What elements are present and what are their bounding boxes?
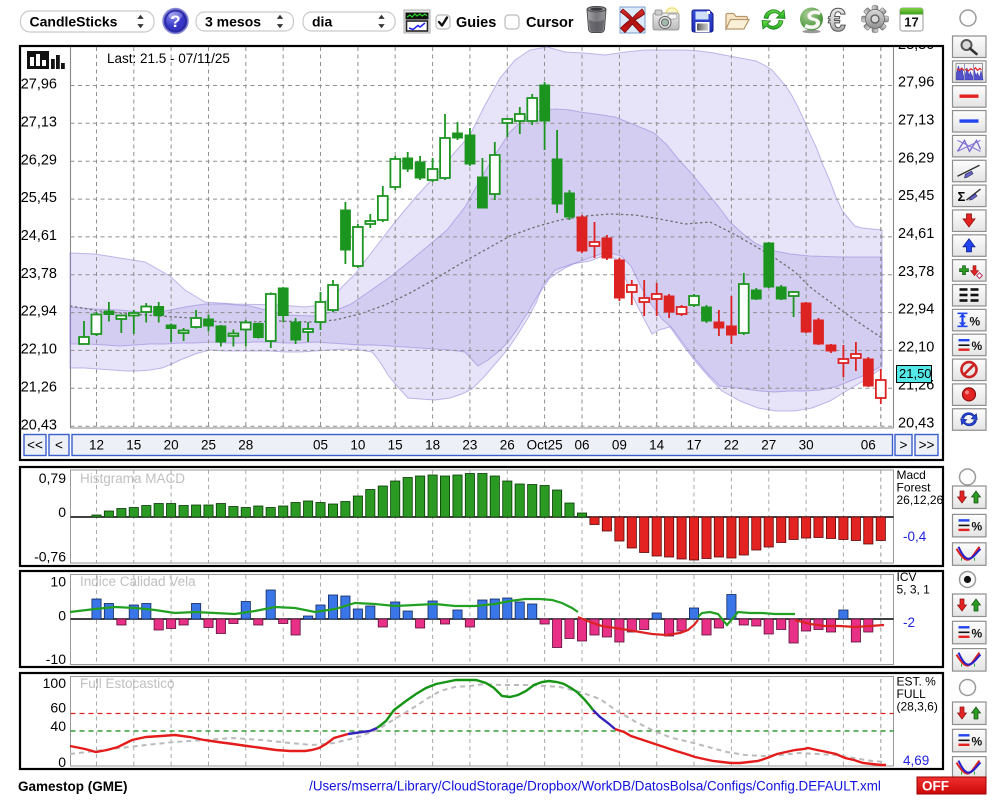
svg-text:25: 25	[201, 438, 216, 453]
svg-text:0: 0	[58, 608, 66, 624]
svg-text:-2: -2	[903, 615, 915, 630]
svg-text:-0,76: -0,76	[34, 549, 66, 565]
svg-text:(28,3,6): (28,3,6)	[897, 700, 938, 714]
svg-text:22,10: 22,10	[21, 342, 57, 358]
svg-text:%: %	[972, 339, 983, 353]
svg-text:?: ?	[170, 12, 180, 31]
svg-text:Full Estocastico: Full Estocastico	[80, 676, 175, 691]
svg-text:26,29: 26,29	[898, 150, 934, 166]
svg-text:Cursor: Cursor	[526, 15, 574, 31]
svg-text:22: 22	[724, 438, 739, 453]
svg-text:0: 0	[58, 754, 66, 770]
svg-text:Last: 21.5 - 07/11/25: Last: 21.5 - 07/11/25	[107, 51, 230, 66]
svg-text:5, 3, 1: 5, 3, 1	[897, 583, 931, 597]
svg-text:Gamestop (GME): Gamestop (GME)	[18, 779, 128, 794]
svg-text:10: 10	[350, 438, 365, 453]
svg-text:<: <	[55, 438, 63, 453]
svg-text:27,13: 27,13	[21, 115, 57, 131]
svg-text:23,78: 23,78	[21, 266, 57, 282]
svg-text:15: 15	[388, 438, 403, 453]
svg-text:20,43: 20,43	[898, 415, 934, 431]
svg-text:26,12,26: 26,12,26	[897, 493, 944, 507]
svg-text:4,69: 4,69	[903, 753, 929, 768]
svg-text:%: %	[970, 314, 981, 328]
svg-text:21,26: 21,26	[21, 380, 57, 396]
svg-text:17: 17	[686, 438, 701, 453]
svg-text:<<: <<	[27, 438, 43, 453]
svg-text:%: %	[972, 626, 983, 640]
svg-text:ICV: ICV	[897, 570, 917, 584]
svg-text:23: 23	[462, 438, 477, 453]
svg-text:28,80: 28,80	[898, 37, 934, 53]
svg-text:100: 100	[43, 675, 67, 691]
svg-text:26: 26	[500, 438, 515, 453]
svg-text:06: 06	[574, 438, 589, 453]
svg-text:26,29: 26,29	[21, 152, 57, 168]
svg-text:Guies: Guies	[456, 15, 496, 31]
svg-text:18: 18	[425, 438, 440, 453]
svg-text:%: %	[972, 734, 983, 748]
svg-text:Macd: Macd	[897, 468, 926, 482]
svg-text:27: 27	[761, 438, 776, 453]
svg-text:12: 12	[89, 438, 104, 453]
svg-text:25,45: 25,45	[898, 188, 934, 204]
svg-text:Indice Calidad Vela: Indice Calidad Vela	[80, 574, 196, 589]
svg-text:30: 30	[799, 438, 814, 453]
svg-text:CandleSticks: CandleSticks	[30, 14, 118, 30]
svg-text:>>: >>	[919, 438, 935, 453]
svg-text:-10: -10	[46, 651, 66, 667]
svg-text:/Users/mserra/Library/CloudSto: /Users/mserra/Library/CloudStorage/Dropb…	[309, 779, 881, 794]
svg-text:-0,4: -0,4	[903, 529, 927, 544]
svg-text:0: 0	[58, 504, 66, 520]
svg-text:15: 15	[126, 438, 141, 453]
svg-text:05: 05	[313, 438, 328, 453]
svg-text:20,43: 20,43	[21, 417, 57, 433]
svg-text:23,78: 23,78	[898, 264, 934, 280]
svg-text:25,45: 25,45	[21, 190, 57, 206]
svg-text:EST. %: EST. %	[897, 675, 937, 689]
svg-text:dia: dia	[312, 14, 332, 30]
svg-text:17: 17	[904, 15, 918, 30]
svg-text:22,94: 22,94	[21, 304, 57, 320]
svg-text:14: 14	[649, 438, 665, 453]
svg-text:10: 10	[50, 574, 66, 590]
svg-text:09: 09	[612, 438, 627, 453]
svg-text:22,10: 22,10	[898, 340, 934, 356]
svg-text:Forest: Forest	[897, 481, 932, 495]
svg-text:21,50: 21,50	[899, 366, 932, 381]
svg-text:Histgrama MACD: Histgrama MACD	[80, 471, 185, 486]
svg-text:€: €	[828, 2, 846, 38]
svg-text:Oct25: Oct25	[527, 438, 563, 453]
svg-text:40: 40	[50, 718, 66, 734]
svg-text:20: 20	[164, 438, 179, 453]
svg-text:60: 60	[50, 700, 66, 716]
svg-text:3 mesos: 3 mesos	[205, 14, 261, 30]
svg-text:27,13: 27,13	[898, 113, 934, 129]
svg-text:24,61: 24,61	[898, 226, 934, 242]
svg-text:24,61: 24,61	[21, 228, 57, 244]
svg-text:Σ: Σ	[958, 189, 966, 204]
svg-text:28: 28	[238, 438, 253, 453]
svg-text:>: >	[900, 438, 908, 453]
svg-text:27,96: 27,96	[898, 75, 934, 91]
svg-text:FULL: FULL	[897, 687, 927, 701]
svg-text:%: %	[972, 519, 983, 533]
svg-text:0,79: 0,79	[39, 470, 66, 486]
svg-text:27,96: 27,96	[21, 77, 57, 93]
svg-text:OFF: OFF	[922, 779, 949, 794]
svg-text:06: 06	[861, 438, 876, 453]
svg-text:22,94: 22,94	[898, 302, 934, 318]
